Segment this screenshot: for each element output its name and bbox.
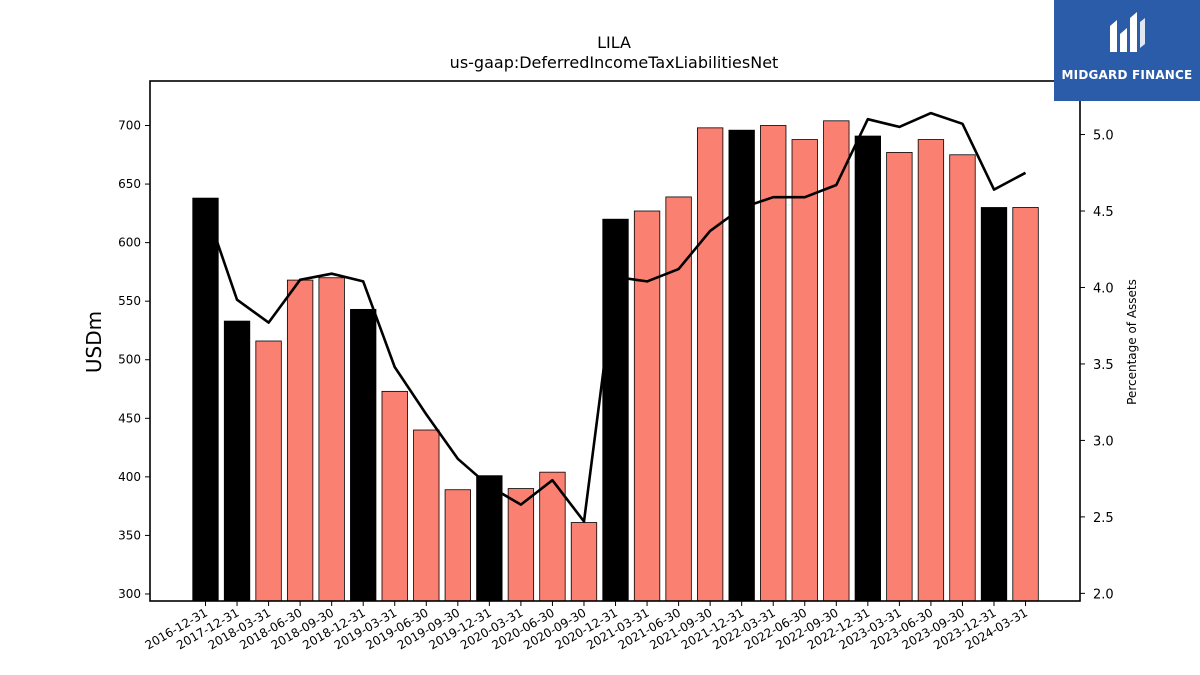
- bar: [507, 488, 535, 602]
- y-tick-label: 650: [118, 177, 141, 191]
- line-series: [204, 111, 1027, 523]
- bar: [286, 279, 314, 602]
- bar: [791, 139, 818, 602]
- y-tick-label: 600: [118, 236, 141, 250]
- bar: [570, 522, 598, 602]
- y2-tick-label: 2.5: [1093, 511, 1114, 526]
- bar: [223, 320, 251, 602]
- bar: [381, 390, 408, 602]
- y-tick-label: 500: [118, 353, 141, 367]
- plot-border: [149, 80, 1081, 602]
- y-axis-label: USDm: [82, 311, 106, 373]
- bar: [413, 429, 440, 602]
- bar: [444, 489, 471, 602]
- midgard-logo-icon: [1110, 12, 1145, 52]
- bar: [823, 120, 850, 602]
- chart-subtitle: us-gaap:DeferredIncomeTaxLiabilitiesNet: [450, 53, 779, 72]
- bar: [476, 475, 503, 602]
- plot-frame: [149, 80, 1081, 602]
- y2-tick-label: 4.0: [1093, 281, 1114, 296]
- y-axis-left: 300 350 400 450 500 550 600 650 700: [118, 119, 150, 601]
- y2-tick-label: 3.0: [1093, 434, 1114, 449]
- y2-tick-label: 5.0: [1093, 129, 1114, 144]
- y-tick-label: 550: [118, 294, 141, 308]
- bar: [318, 277, 345, 602]
- bar: [350, 308, 377, 602]
- x-axis: 2016-12-312017-12-312018-03-312018-06-30…: [143, 601, 1030, 652]
- bar: [949, 154, 976, 602]
- bar: [1012, 207, 1039, 602]
- bar: [980, 207, 1008, 602]
- logo-text: MIDGARD FINANCE: [1061, 68, 1193, 82]
- bar-series: [192, 120, 1039, 602]
- bar: [886, 152, 913, 602]
- y-tick-label: 700: [118, 119, 141, 133]
- bar: [696, 127, 724, 602]
- y2-axis-label: Percentage of Assets: [1125, 279, 1139, 405]
- bar: [917, 139, 945, 602]
- bar: [192, 197, 219, 602]
- y-axis-right: 2.0 2.5 3.0 3.5 4.0 4.5 5.0: [1080, 129, 1114, 602]
- y-tick-label: 300: [118, 587, 141, 601]
- midgard-finance-logo: MIDGARD FINANCE: [1054, 0, 1200, 101]
- y2-tick-label: 3.5: [1093, 358, 1114, 373]
- line-path: [204, 111, 1027, 523]
- bar: [255, 340, 282, 602]
- bar: [728, 129, 755, 602]
- bar: [665, 196, 692, 602]
- y2-tick-label: 2.0: [1093, 587, 1114, 602]
- bar: [633, 210, 661, 602]
- y-tick-label: 400: [118, 470, 141, 484]
- bar: [854, 135, 881, 602]
- y-tick-label: 350: [118, 528, 141, 542]
- y-tick-label: 450: [118, 411, 141, 425]
- bar: [539, 471, 566, 602]
- chart-title: LILA: [597, 33, 631, 52]
- y2-tick-label: 4.5: [1093, 205, 1114, 220]
